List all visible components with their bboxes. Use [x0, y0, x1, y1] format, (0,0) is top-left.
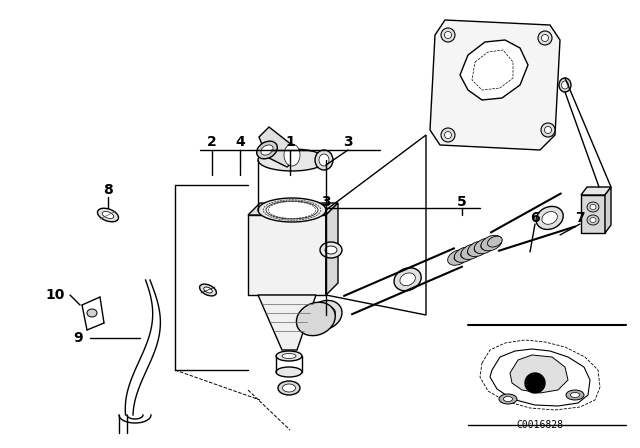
Text: 3: 3 — [321, 195, 331, 209]
Text: 9: 9 — [73, 331, 83, 345]
Polygon shape — [460, 40, 528, 100]
Polygon shape — [581, 195, 605, 233]
Ellipse shape — [441, 28, 455, 42]
Ellipse shape — [461, 248, 476, 258]
Circle shape — [525, 373, 545, 393]
Ellipse shape — [545, 126, 552, 134]
Ellipse shape — [454, 250, 468, 262]
Ellipse shape — [400, 273, 415, 286]
Ellipse shape — [587, 215, 599, 225]
Polygon shape — [248, 203, 338, 215]
Ellipse shape — [276, 351, 302, 361]
Text: C0016828: C0016828 — [516, 420, 563, 430]
Ellipse shape — [499, 394, 517, 404]
Text: 4: 4 — [235, 135, 245, 149]
Ellipse shape — [541, 34, 548, 42]
Polygon shape — [510, 355, 568, 393]
Ellipse shape — [200, 284, 216, 296]
Ellipse shape — [258, 198, 326, 222]
Ellipse shape — [447, 250, 468, 265]
Ellipse shape — [541, 123, 555, 137]
Ellipse shape — [102, 211, 114, 219]
Ellipse shape — [461, 244, 482, 259]
Ellipse shape — [394, 268, 421, 291]
Ellipse shape — [282, 384, 296, 392]
Ellipse shape — [282, 353, 296, 358]
Polygon shape — [326, 203, 338, 295]
Text: 7: 7 — [575, 211, 585, 225]
Ellipse shape — [325, 246, 337, 254]
Ellipse shape — [559, 78, 571, 92]
Ellipse shape — [561, 81, 568, 89]
Ellipse shape — [314, 306, 335, 323]
Ellipse shape — [258, 149, 326, 171]
Ellipse shape — [504, 396, 513, 401]
Ellipse shape — [481, 239, 495, 250]
Ellipse shape — [257, 141, 277, 159]
Ellipse shape — [296, 302, 335, 336]
Ellipse shape — [204, 287, 212, 293]
Ellipse shape — [570, 392, 579, 397]
Ellipse shape — [481, 235, 502, 251]
Text: 6: 6 — [530, 211, 540, 225]
Text: 10: 10 — [45, 288, 65, 302]
Ellipse shape — [308, 301, 342, 330]
Ellipse shape — [320, 242, 342, 258]
Text: 8: 8 — [103, 183, 113, 197]
Ellipse shape — [441, 128, 455, 142]
Ellipse shape — [536, 207, 563, 229]
Ellipse shape — [454, 247, 476, 263]
Polygon shape — [258, 295, 316, 350]
Ellipse shape — [590, 217, 596, 223]
Ellipse shape — [87, 309, 97, 317]
Text: 1: 1 — [285, 135, 295, 149]
Ellipse shape — [474, 242, 489, 253]
Ellipse shape — [278, 381, 300, 395]
Ellipse shape — [266, 201, 318, 219]
Ellipse shape — [97, 208, 118, 222]
Ellipse shape — [467, 245, 482, 256]
Ellipse shape — [488, 236, 502, 247]
Text: 5: 5 — [457, 195, 467, 209]
Ellipse shape — [284, 144, 300, 166]
Ellipse shape — [587, 202, 599, 212]
Ellipse shape — [445, 31, 451, 39]
Ellipse shape — [319, 154, 329, 166]
Polygon shape — [259, 127, 295, 167]
Ellipse shape — [566, 390, 584, 400]
Text: 3: 3 — [343, 135, 353, 149]
Polygon shape — [248, 215, 326, 295]
Polygon shape — [605, 187, 611, 233]
Ellipse shape — [468, 241, 488, 257]
Ellipse shape — [261, 145, 273, 155]
Ellipse shape — [315, 150, 333, 170]
Ellipse shape — [542, 211, 557, 224]
Ellipse shape — [276, 367, 302, 377]
Ellipse shape — [538, 31, 552, 45]
Polygon shape — [430, 20, 560, 150]
Polygon shape — [490, 349, 590, 406]
Text: 2: 2 — [207, 135, 217, 149]
Ellipse shape — [474, 238, 495, 254]
Ellipse shape — [590, 204, 596, 210]
Polygon shape — [581, 187, 611, 195]
Ellipse shape — [445, 132, 451, 138]
